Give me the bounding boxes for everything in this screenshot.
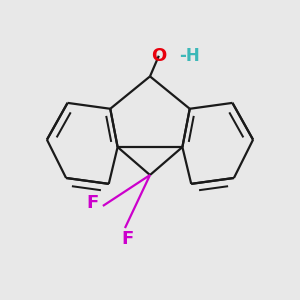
- Text: F: F: [86, 194, 98, 212]
- Text: F: F: [122, 230, 134, 248]
- Text: O: O: [151, 47, 166, 65]
- Text: -H: -H: [179, 47, 200, 65]
